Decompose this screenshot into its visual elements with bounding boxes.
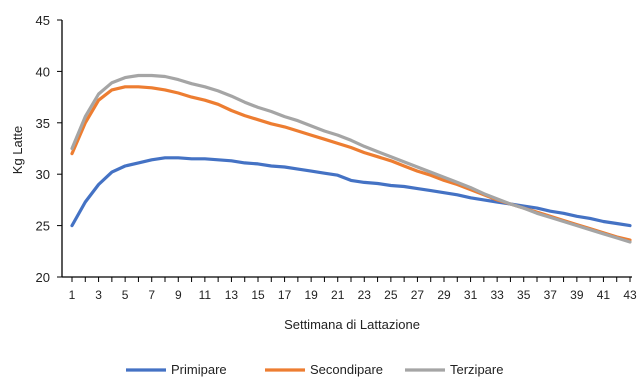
series-lines — [70, 73, 632, 244]
x-tick-label: 5 — [122, 288, 129, 302]
x-axis-label: Settimana di Lattazione — [284, 317, 420, 332]
x-tick-label: 31 — [464, 288, 478, 302]
y-tick-label: 40 — [36, 64, 50, 79]
x-tick-label: 35 — [517, 288, 531, 302]
x-tick-label: 21 — [331, 288, 345, 302]
y-tick-label: 35 — [36, 116, 50, 131]
series-line-primipare — [70, 156, 632, 228]
x-tick-label: 27 — [411, 288, 425, 302]
x-tick-label: 3 — [95, 288, 102, 302]
x-tick-label: 33 — [490, 288, 504, 302]
legend-label-secondipare: Secondipare — [310, 362, 383, 377]
x-tick-label: 23 — [358, 288, 372, 302]
x-tick-label: 17 — [278, 288, 292, 302]
y-tick-label: 25 — [36, 219, 50, 234]
legend-label-terzipare: Terzipare — [450, 362, 503, 377]
x-tick-label: 7 — [148, 288, 155, 302]
x-tick-label: 15 — [251, 288, 265, 302]
x-tick-label: 19 — [304, 288, 318, 302]
x-tick-label: 43 — [623, 288, 637, 302]
x-tick-label: 13 — [225, 288, 239, 302]
y-tick-label: 45 — [36, 13, 50, 28]
x-tick-label: 41 — [597, 288, 611, 302]
x-tick-label: 25 — [384, 288, 398, 302]
x-tick-label: 39 — [570, 288, 584, 302]
axes — [57, 19, 632, 282]
legend-label-primipare: Primipare — [171, 362, 227, 377]
y-tick-label: 20 — [36, 270, 50, 285]
x-tick-label: 29 — [437, 288, 451, 302]
x-tick-label: 11 — [199, 288, 212, 302]
legend: Primipare Secondipare Terzipare — [126, 362, 503, 377]
x-tick-label: 1 — [69, 288, 76, 302]
y-axis-label: Kg Latte — [10, 126, 25, 174]
y-tick-labels: 20 25 30 35 40 45 — [36, 13, 50, 285]
x-tick-label: 9 — [175, 288, 182, 302]
y-tick-label: 30 — [36, 167, 50, 182]
series-line-terzipare — [70, 73, 632, 244]
x-tick-labels: 1 3 5 7 9 11 13 15 17 19 21 23 25 27 29 31 33 35 37 39 41 43 — [69, 288, 637, 302]
x-tick-label: 37 — [544, 288, 558, 302]
